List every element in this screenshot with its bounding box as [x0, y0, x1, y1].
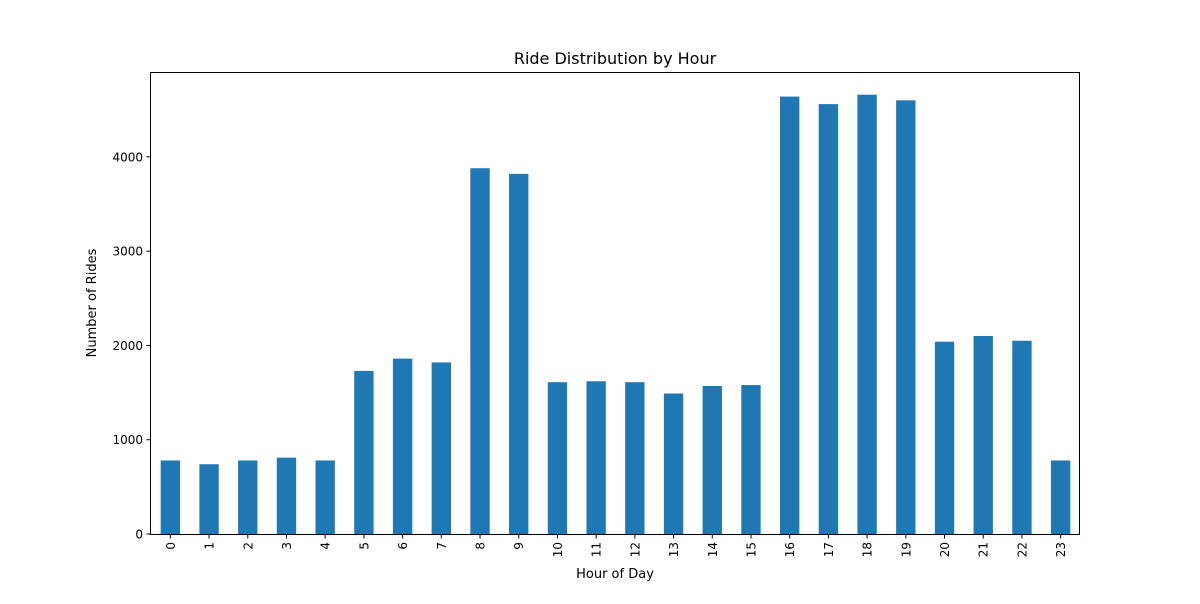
bar-hour-2: [238, 460, 258, 534]
bar-hour-21: [973, 336, 993, 534]
bar-hour-9: [509, 173, 529, 534]
bar-hour-19: [896, 100, 916, 534]
bar-hour-18: [857, 94, 877, 535]
x-tick-label: 7: [435, 542, 449, 550]
x-tick-label: 21: [977, 542, 991, 557]
x-tick-label: 2: [241, 542, 255, 550]
bar-hour-14: [702, 385, 722, 534]
y-axis-label: Number of Rides: [85, 248, 100, 357]
plot-frame: [150, 72, 1080, 535]
bar-hour-6: [392, 358, 413, 534]
bar-hour-23: [1050, 460, 1071, 534]
bar-hour-13: [663, 393, 684, 534]
bar-hour-10: [547, 382, 568, 534]
x-tick-label: 22: [1015, 542, 1029, 557]
x-tick-label: 15: [744, 542, 758, 557]
y-tick-label: 2000: [112, 339, 143, 353]
bar-hour-12: [625, 382, 645, 534]
bar-hour-4: [315, 460, 335, 534]
x-tick-label: 4: [319, 542, 333, 550]
bar-hour-11: [586, 381, 606, 534]
bar-hour-22: [1012, 340, 1032, 534]
x-tick-label: 5: [357, 542, 371, 550]
x-tick-label: 17: [822, 542, 836, 557]
x-tick-label: 6: [396, 542, 410, 550]
bars-group: [160, 94, 1071, 535]
x-tick-label: 23: [1054, 542, 1068, 557]
x-tick-label: 0: [164, 542, 178, 550]
x-tick-label: 3: [280, 542, 294, 550]
x-tick-label: 1: [203, 542, 217, 550]
bar-hour-1: [199, 464, 219, 534]
x-tick-label: 18: [861, 542, 875, 557]
bar-hour-5: [354, 370, 374, 534]
y-tick-label: 4000: [112, 150, 143, 164]
x-tick-label: 10: [551, 542, 565, 557]
bar-hour-17: [818, 104, 839, 535]
bar-hour-15: [741, 385, 761, 534]
y-axis-ticks: 0 1000 2000 3000 4000: [112, 150, 151, 542]
y-tick-label: 1000: [112, 433, 143, 447]
x-tick-label: 14: [706, 542, 720, 557]
bar-hour-20: [934, 341, 955, 534]
chart-title: Ride Distribution by Hour: [514, 49, 717, 68]
x-tick-label: 13: [667, 542, 681, 557]
bar-hour-7: [431, 362, 451, 534]
bar-hour-0: [160, 460, 181, 534]
x-tick-label: 11: [590, 542, 604, 557]
bar-hour-3: [276, 457, 297, 534]
y-tick-label: 0: [135, 528, 143, 542]
x-tick-label: 9: [512, 542, 526, 550]
x-tick-label: 8: [474, 542, 488, 550]
bar-hour-16: [780, 96, 800, 534]
x-tick-label: 12: [628, 542, 642, 557]
y-tick-label: 3000: [112, 245, 143, 259]
bar-hour-8: [470, 168, 490, 534]
x-axis-label: Hour of Day: [576, 567, 654, 582]
x-axis-ticks: 0 1 2 3 4 5 6 7 8 9 10 11 12 13 14 15 16 17 18 19 20 21 22 23: [164, 534, 1068, 557]
x-tick-label: 16: [783, 542, 797, 557]
x-tick-label: 20: [938, 542, 952, 557]
x-tick-label: 19: [899, 542, 913, 557]
